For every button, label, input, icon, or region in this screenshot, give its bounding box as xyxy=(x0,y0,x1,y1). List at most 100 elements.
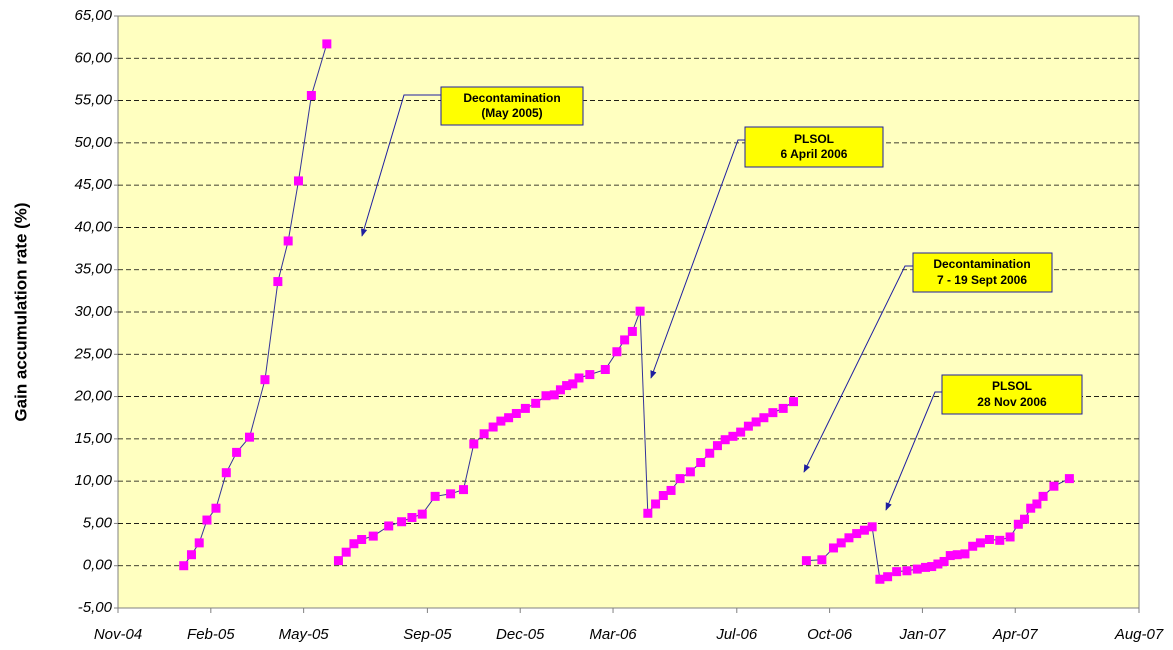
data-point xyxy=(293,176,303,186)
data-point xyxy=(968,541,978,551)
x-tick-label: Jul-06 xyxy=(715,626,758,643)
data-point xyxy=(712,441,722,451)
data-point xyxy=(349,539,359,549)
x-tick-label: Dec-05 xyxy=(496,626,545,643)
annotation-text: 6 April 2006 xyxy=(781,147,848,161)
data-point xyxy=(728,431,738,441)
data-point xyxy=(221,468,231,478)
y-tick-label: 5,00 xyxy=(83,514,113,531)
data-point xyxy=(627,326,637,336)
data-point xyxy=(496,416,506,426)
data-point xyxy=(306,90,316,100)
data-point xyxy=(927,562,937,572)
data-point xyxy=(939,556,949,566)
x-tick-label: Oct-06 xyxy=(807,626,853,643)
data-point xyxy=(368,531,378,541)
data-point xyxy=(801,556,811,566)
data-point xyxy=(960,549,970,559)
data-point xyxy=(705,448,715,458)
data-point xyxy=(995,535,1005,545)
data-point xyxy=(778,403,788,413)
y-tick-label: 0,00 xyxy=(83,557,113,574)
data-point xyxy=(759,413,769,423)
data-point xyxy=(541,391,551,401)
data-point xyxy=(458,485,468,495)
y-tick-label: 35,00 xyxy=(74,261,112,278)
data-point xyxy=(244,432,254,442)
annotation-text: 7 - 19 Sept 2006 xyxy=(937,273,1027,287)
data-point xyxy=(789,397,799,407)
data-point xyxy=(875,574,885,584)
data-point xyxy=(696,458,706,468)
annotation-box xyxy=(440,86,584,126)
data-point xyxy=(1032,499,1042,509)
data-point xyxy=(446,489,456,499)
data-point xyxy=(531,398,541,408)
y-tick-label: 40,00 xyxy=(74,218,112,235)
data-point xyxy=(357,534,367,544)
data-point xyxy=(1038,491,1048,501)
annotation-box xyxy=(941,374,1083,415)
data-point xyxy=(430,491,440,501)
data-point xyxy=(1026,503,1036,513)
annotation-text: Decontamination xyxy=(933,257,1030,271)
data-point xyxy=(562,381,572,391)
data-point xyxy=(1064,474,1074,484)
data-point xyxy=(685,467,695,477)
data-point xyxy=(1005,532,1015,542)
data-point xyxy=(643,508,653,518)
arrow xyxy=(803,265,913,473)
data-point xyxy=(945,551,955,561)
data-point xyxy=(921,562,931,572)
annotation: Decontamination 7 - 19 Sept 2006 xyxy=(803,252,1053,473)
data-point xyxy=(852,529,862,539)
data-point xyxy=(902,566,912,576)
y-tick-label: 15,00 xyxy=(74,430,112,447)
data-point xyxy=(179,561,189,571)
x-tick-label: Sep-05 xyxy=(403,626,452,643)
annotation: PLSOL 28 Nov 2006 xyxy=(885,374,1083,511)
y-tick-label: 25,00 xyxy=(73,345,112,362)
data-point xyxy=(867,522,877,532)
data-point xyxy=(384,521,394,531)
y-tick-label: 65,00 xyxy=(74,7,112,24)
data-point xyxy=(635,306,645,316)
data-point xyxy=(341,547,351,557)
x-tick-label: Feb-05 xyxy=(187,626,235,643)
data-point xyxy=(520,403,530,413)
data-point xyxy=(1020,514,1030,524)
data-point xyxy=(202,515,212,525)
data-point xyxy=(479,429,489,439)
arrow xyxy=(885,391,942,511)
data-point xyxy=(549,390,559,400)
data-point xyxy=(933,559,943,569)
data-point xyxy=(407,513,417,523)
data-point xyxy=(975,538,985,548)
data-point xyxy=(768,408,778,418)
y-tick-label: 10,00 xyxy=(74,472,112,489)
data-point xyxy=(469,439,479,449)
data-point xyxy=(844,533,854,543)
data-point xyxy=(620,335,630,345)
data-point xyxy=(952,550,962,560)
data-point xyxy=(322,39,332,49)
data-point xyxy=(273,277,283,287)
data-point xyxy=(1049,481,1059,491)
y-tick-label: 60,00 xyxy=(74,49,112,66)
annotation-text: PLSOL xyxy=(992,379,1032,393)
data-point xyxy=(651,499,661,509)
y-tick-label: 45,00 xyxy=(74,176,112,193)
annotation-text: Decontamination xyxy=(463,91,560,105)
y-tick-label: 55,00 xyxy=(74,92,112,109)
data-point xyxy=(751,417,761,427)
data-point xyxy=(984,534,994,544)
annotation-text: (May 2005) xyxy=(481,106,542,120)
data-point xyxy=(836,538,846,548)
y-axis-title: Gain accumulation rate (%) xyxy=(11,202,30,421)
data-point xyxy=(194,538,204,548)
data-point xyxy=(720,435,730,445)
data-point xyxy=(488,422,498,432)
data-point xyxy=(417,509,427,519)
x-tick-label: Jan-07 xyxy=(898,626,946,643)
data-point xyxy=(817,555,827,565)
